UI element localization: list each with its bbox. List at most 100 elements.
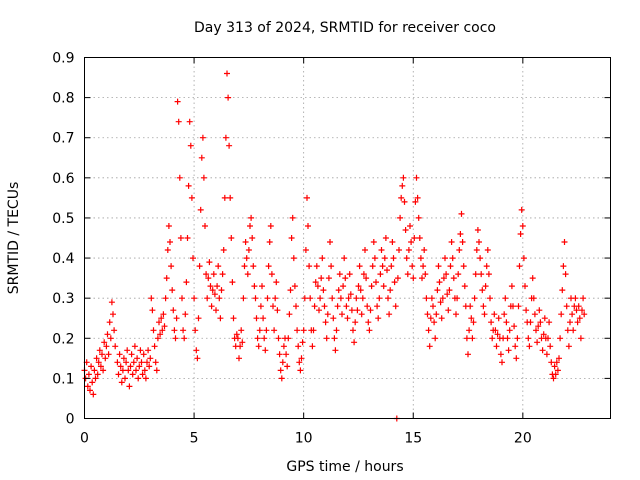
data-point bbox=[99, 351, 105, 358]
data-point bbox=[131, 343, 138, 350]
data-point bbox=[239, 339, 246, 346]
data-point bbox=[285, 335, 292, 342]
data-point bbox=[94, 371, 101, 378]
data-point bbox=[314, 283, 321, 290]
data-point bbox=[304, 194, 310, 201]
data-point bbox=[575, 303, 582, 310]
data-point bbox=[104, 331, 111, 338]
x-tick-label: 20 bbox=[514, 431, 532, 447]
data-point bbox=[533, 327, 539, 334]
data-point bbox=[454, 295, 461, 302]
data-point bbox=[554, 367, 561, 374]
data-point bbox=[572, 295, 579, 302]
data-point bbox=[169, 287, 176, 294]
data-point bbox=[164, 247, 171, 253]
data-point bbox=[271, 327, 278, 334]
data-point bbox=[344, 315, 351, 322]
data-point bbox=[256, 327, 263, 334]
data-point bbox=[551, 363, 558, 370]
data-point bbox=[410, 275, 417, 282]
data-point bbox=[345, 295, 352, 302]
data-point bbox=[157, 331, 164, 338]
data-point bbox=[556, 355, 562, 362]
data-point bbox=[348, 307, 355, 314]
data-point bbox=[126, 383, 133, 390]
data-point bbox=[138, 359, 145, 366]
data-point bbox=[440, 275, 447, 282]
data-point bbox=[432, 335, 439, 342]
data-point bbox=[272, 295, 279, 302]
data-point bbox=[442, 255, 448, 262]
data-point bbox=[367, 307, 374, 314]
data-point bbox=[253, 315, 260, 322]
data-point bbox=[91, 367, 98, 374]
data-point bbox=[237, 343, 244, 350]
data-point bbox=[342, 275, 349, 282]
data-point bbox=[243, 255, 250, 262]
data-point bbox=[202, 223, 208, 229]
data-point bbox=[405, 247, 412, 253]
data-point bbox=[409, 263, 416, 270]
data-point bbox=[247, 223, 253, 229]
data-point bbox=[419, 275, 425, 282]
data-point bbox=[130, 359, 137, 366]
data-point bbox=[408, 239, 415, 245]
data-point bbox=[505, 347, 512, 354]
data-point bbox=[506, 327, 513, 334]
data-point bbox=[300, 327, 307, 334]
data-point bbox=[218, 287, 225, 294]
data-point bbox=[557, 335, 564, 342]
data-point bbox=[229, 279, 236, 286]
data-point bbox=[93, 355, 100, 362]
data-point bbox=[139, 371, 146, 378]
data-point bbox=[116, 351, 123, 358]
data-point bbox=[125, 367, 132, 374]
data-point bbox=[306, 263, 313, 270]
data-point bbox=[188, 194, 195, 201]
data-point bbox=[305, 223, 311, 229]
data-point bbox=[545, 335, 551, 342]
data-point bbox=[447, 263, 454, 270]
data-point bbox=[101, 339, 108, 346]
data-point bbox=[322, 319, 329, 326]
data-point bbox=[96, 347, 103, 354]
data-point bbox=[580, 295, 587, 302]
y-tick-label: 0.5 bbox=[52, 211, 74, 227]
data-point bbox=[309, 343, 316, 350]
data-point bbox=[110, 311, 116, 318]
data-point bbox=[414, 194, 421, 201]
data-point bbox=[559, 287, 566, 294]
data-point bbox=[284, 363, 291, 370]
data-point bbox=[84, 383, 91, 390]
data-point bbox=[177, 235, 184, 241]
data-point bbox=[100, 367, 107, 374]
data-point bbox=[412, 198, 419, 205]
data-point bbox=[459, 239, 466, 245]
y-tick-label: 0.7 bbox=[52, 131, 74, 147]
data-point bbox=[567, 319, 573, 326]
data-point bbox=[261, 335, 268, 342]
data-point bbox=[386, 311, 393, 318]
data-point bbox=[379, 263, 386, 270]
data-point bbox=[497, 351, 504, 358]
data-point bbox=[341, 255, 348, 262]
data-point bbox=[552, 371, 559, 378]
data-point bbox=[103, 343, 110, 350]
data-point bbox=[374, 303, 381, 310]
data-point bbox=[527, 319, 534, 326]
data-point bbox=[152, 359, 159, 366]
data-point bbox=[492, 327, 499, 334]
data-point bbox=[449, 255, 456, 262]
y-tick-label: 0.8 bbox=[52, 91, 74, 107]
data-point bbox=[290, 255, 297, 262]
data-point bbox=[209, 287, 216, 294]
data-point bbox=[352, 319, 359, 326]
data-point bbox=[319, 255, 326, 262]
data-point bbox=[289, 214, 296, 221]
data-point bbox=[227, 194, 234, 201]
data-point bbox=[550, 375, 557, 382]
data-point bbox=[242, 239, 249, 245]
data-point bbox=[439, 295, 446, 302]
data-point bbox=[541, 315, 548, 322]
data-point bbox=[357, 287, 364, 294]
